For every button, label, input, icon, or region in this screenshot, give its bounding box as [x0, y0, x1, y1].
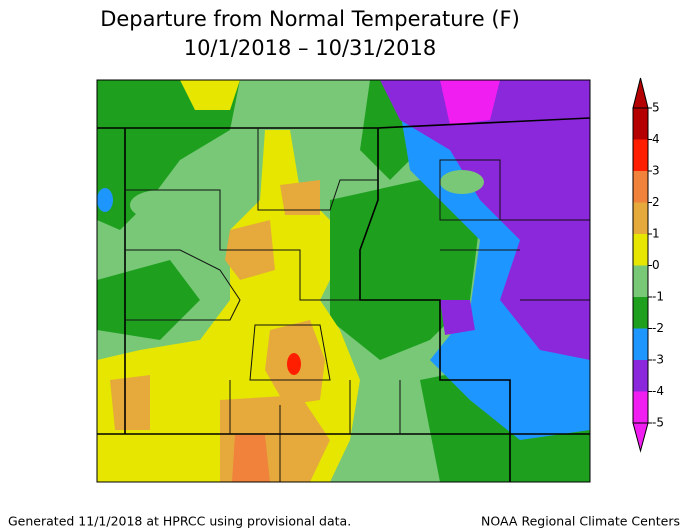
colorbar-tick-label: 4: [652, 132, 660, 146]
colorbar-segment: [633, 108, 648, 140]
map-frame: [96, 79, 591, 483]
map: [97, 80, 590, 482]
colorbar-tick-label: 3: [652, 164, 660, 178]
colorbar-tick-label: -2: [652, 321, 664, 335]
colorbar-segment: [633, 297, 648, 329]
colorbar-segment: [633, 265, 648, 297]
colorbar-tick-label: -4: [652, 384, 664, 398]
colorbar-tick-label: 1: [652, 227, 660, 241]
colorbar-segment: [633, 234, 648, 266]
colorbar-segment: [633, 139, 648, 171]
colorbar-bottom-arrow: [632, 422, 649, 453]
footer-right: NOAA Regional Climate Centers: [481, 514, 680, 529]
colorbar-segment: [633, 328, 648, 360]
colorbar-segment: [633, 202, 648, 234]
colorbar-top-arrow: [632, 77, 649, 109]
colorbar-tick-label: 2: [652, 195, 660, 209]
colorbar-tick-label: 0: [652, 258, 660, 272]
footer-left: Generated 11/1/2018 at HPRCC using provi…: [8, 514, 351, 529]
colorbar-segment: [633, 171, 648, 203]
title: Departure from Normal Temperature (F): [100, 7, 520, 31]
colorbar-tick-label: -1: [652, 290, 664, 304]
colorbar-segment: [633, 360, 648, 392]
colorbar: 5 4 3 2 1 0 -1 -2 -3 -4 -5: [632, 77, 664, 453]
colorbar-tick-label: -3: [652, 353, 664, 367]
colorbar-tick-label: -5: [652, 416, 664, 430]
subtitle: 10/1/2018 – 10/31/2018: [184, 36, 437, 60]
colorbar-tick-label: 5: [652, 101, 660, 115]
colorbar-segment: [633, 391, 648, 423]
